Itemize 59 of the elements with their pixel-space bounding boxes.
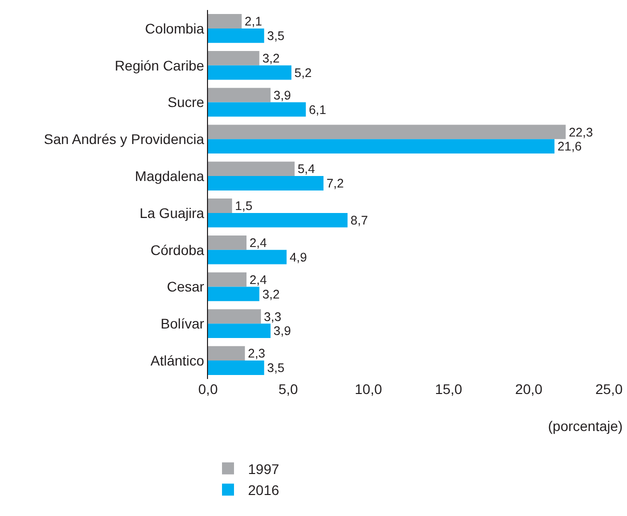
data-label: 2,1 [244,14,262,29]
data-label: 2,4 [250,272,267,287]
data-label: 2,3 [248,346,266,361]
bar [208,360,264,375]
bar [208,235,246,250]
bar [208,324,271,338]
data-label: 3,2 [262,51,280,66]
data-label: 3,2 [262,287,280,302]
y-tick-label: Bolívar [160,316,205,332]
legend-label: 1997 [248,460,280,477]
x-tick-label: 10,0 [354,381,382,397]
x-tick-label: 20,0 [515,381,543,397]
bar [208,14,242,28]
data-label: 3,9 [274,324,291,338]
y-tick-label: Región Caribe [114,57,204,74]
data-label: 3,5 [267,361,285,376]
bar [208,162,295,176]
data-label: 1,5 [235,199,252,214]
y-tick-label: Cesar [166,278,205,295]
x-tick-label: 5,0 [278,381,298,397]
y-tick-label: Magdalena [134,168,204,184]
data-label: 8,7 [350,213,368,228]
data-label: 2,4 [250,236,267,250]
y-tick-label: Córdoba [150,242,204,258]
bar [208,139,554,154]
x-axis-title: (porcentaje) [548,418,623,434]
bar [208,272,246,287]
data-label: 4,9 [290,250,307,264]
bar [208,65,292,80]
bar [208,212,348,228]
bar [208,88,271,102]
y-tick-label: Colombia [145,20,204,36]
bar [208,102,306,117]
bar [208,346,245,361]
data-label: 22,3 [568,125,594,140]
bar [208,309,261,324]
y-tick-label: Sucre [168,94,204,110]
bar [208,176,324,190]
y-tick-label: San Andrés y Providencia [44,131,204,148]
data-label: 3,5 [267,28,285,43]
data-label: 3,3 [264,310,282,324]
bar [208,286,260,302]
y-tick-label: La Guajira [140,204,204,221]
y-tick-label: Atlántico [150,352,204,368]
x-tick-label: 15,0 [434,381,462,397]
bar [208,28,264,43]
data-label: 5,2 [294,66,312,80]
data-label: 7,2 [326,176,344,191]
data-label: 21,6 [557,140,582,154]
data-label: 6,1 [308,102,326,117]
data-label: 3,9 [274,88,291,102]
bar [208,250,287,264]
bar [208,50,260,66]
legend-label: 2016 [248,482,280,498]
data-label: 5,4 [298,162,316,176]
x-tick-label: 0,0 [198,381,218,397]
bar [208,198,232,213]
bar [208,124,566,140]
x-tick-label: 25,0 [595,381,623,397]
